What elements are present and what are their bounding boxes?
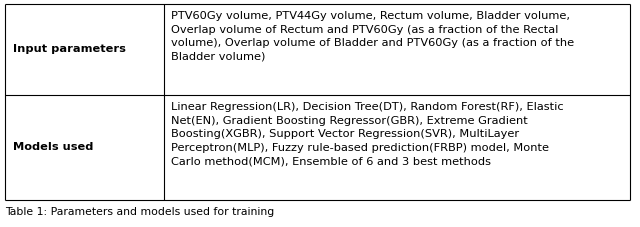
Text: Input parameters: Input parameters: [13, 44, 126, 54]
Text: Linear Regression(LR), Decision Tree(DT), Random Forest(RF), Elastic
Net(EN), Gr: Linear Regression(LR), Decision Tree(DT)…: [172, 102, 564, 166]
Text: Table 1: Parameters and models used for training: Table 1: Parameters and models used for …: [5, 207, 275, 217]
Text: Models used: Models used: [13, 143, 93, 153]
Text: PTV60Gy volume, PTV44Gy volume, Rectum volume, Bladder volume,
Overlap volume of: PTV60Gy volume, PTV44Gy volume, Rectum v…: [172, 11, 575, 62]
